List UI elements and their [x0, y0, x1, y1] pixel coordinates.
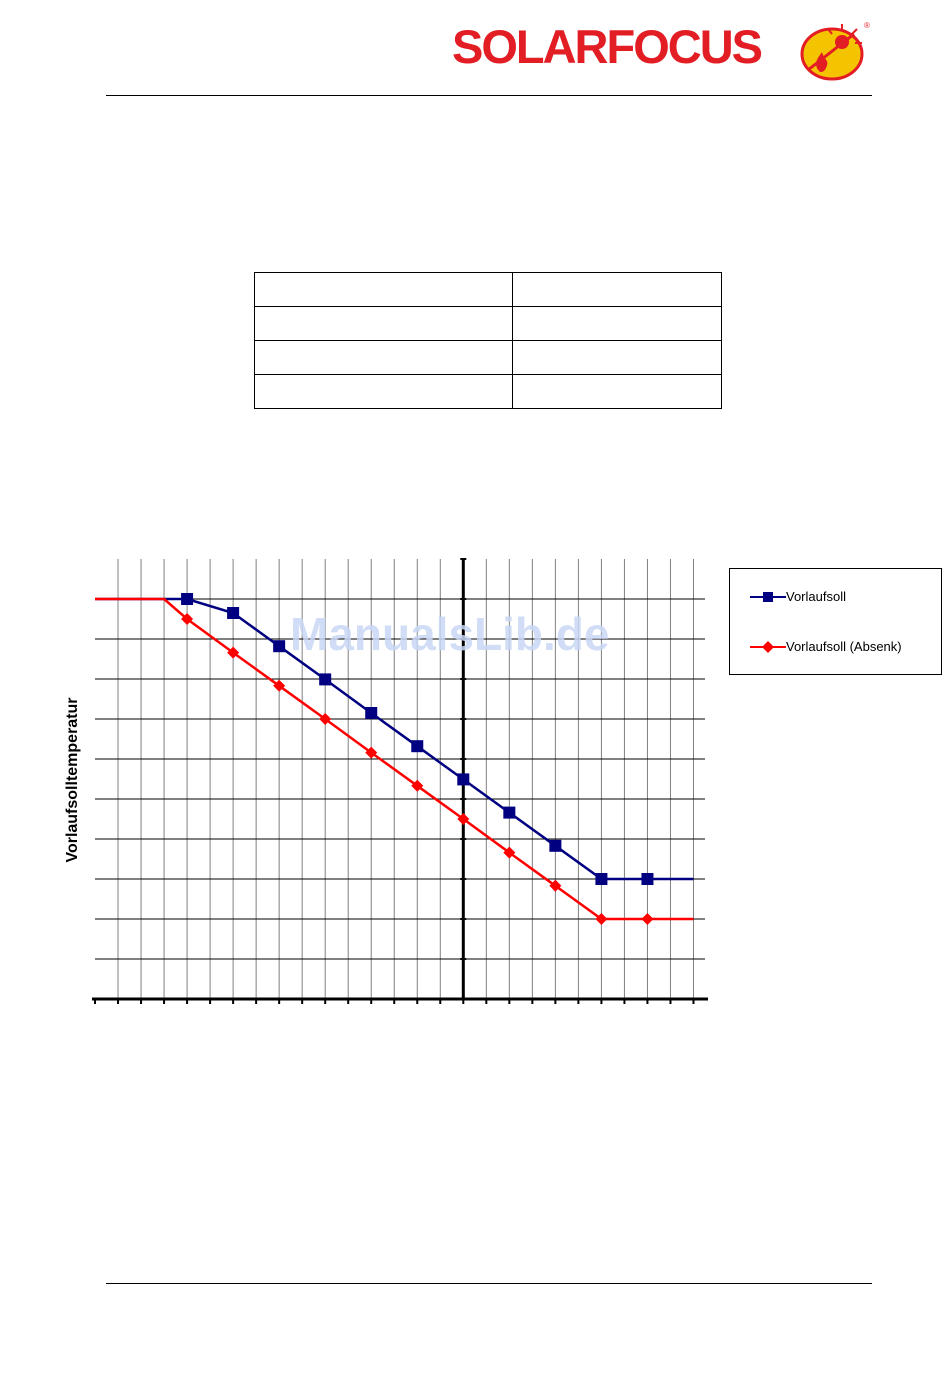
footer-rule	[106, 1283, 872, 1284]
table-cell	[254, 340, 513, 375]
data-point-square	[273, 640, 286, 653]
parameter-table	[254, 272, 722, 409]
data-point-square	[503, 806, 516, 819]
chart-legend: Vorlaufsoll Vorlaufsoll (Absenk)	[729, 568, 942, 675]
data-point-square	[411, 740, 424, 753]
table-row	[254, 306, 722, 341]
y-axis-label: Vorlaufsolltemperatur	[64, 697, 81, 863]
data-point-diamond	[411, 779, 424, 792]
table-row	[254, 340, 722, 375]
data-point-diamond	[273, 679, 286, 692]
data-point-diamond	[181, 613, 194, 625]
header-rule	[106, 95, 872, 96]
table-cell	[512, 374, 722, 409]
data-point-square	[181, 593, 194, 605]
data-point-diamond	[641, 913, 654, 925]
data-point-square	[641, 873, 654, 885]
data-point-diamond	[227, 646, 240, 659]
header-logo: SOLARFOCUS ®	[452, 18, 872, 88]
svg-text:®: ®	[864, 21, 870, 30]
watermark-text: ManualsLib.de	[290, 608, 610, 660]
data-point-square	[227, 607, 240, 619]
legend-item: Vorlaufsoll (Absenk)	[730, 637, 941, 657]
table-cell	[512, 340, 722, 375]
data-point-diamond	[319, 713, 332, 725]
legend-item: Vorlaufsoll	[730, 587, 941, 607]
data-point-diamond	[503, 846, 516, 859]
logo-wordmark: SOLARFOCUS	[452, 20, 763, 73]
data-point-diamond	[549, 879, 562, 892]
table-row	[254, 374, 722, 409]
legend-square-marker-icon	[750, 592, 786, 602]
data-point-square	[319, 673, 332, 686]
legend-label: Vorlaufsoll	[786, 589, 846, 604]
data-point-square	[549, 839, 562, 852]
data-point-square	[595, 873, 608, 885]
legend-diamond-marker-icon	[750, 641, 786, 653]
data-point-diamond	[457, 813, 470, 825]
series-line-2	[95, 597, 694, 921]
heating-curve-chart	[92, 558, 708, 1004]
table-cell	[254, 306, 513, 341]
table-row	[254, 272, 722, 307]
table-cell	[254, 374, 513, 409]
table-cell	[254, 272, 513, 307]
table-cell	[512, 272, 722, 307]
data-point-diamond	[365, 746, 378, 759]
data-point-square	[365, 707, 378, 719]
data-point-diamond	[595, 913, 608, 925]
sun-flame-logo-icon: ®	[800, 21, 870, 81]
legend-label: Vorlaufsoll (Absenk)	[786, 639, 902, 654]
table-cell	[512, 306, 722, 341]
data-point-square	[457, 773, 470, 786]
